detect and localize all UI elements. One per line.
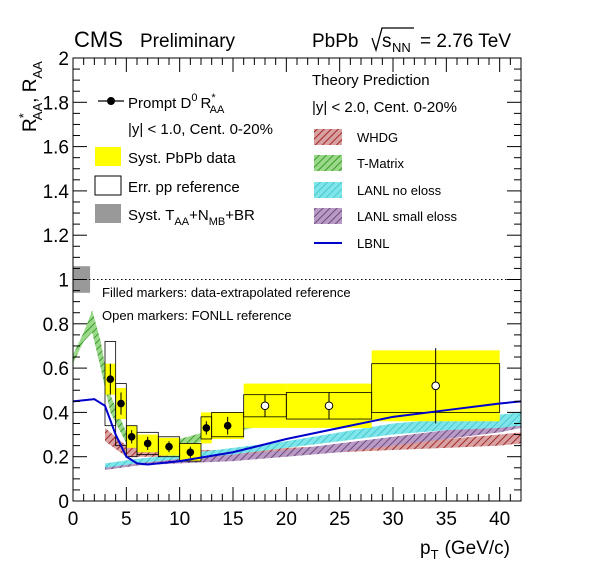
y-tick-label: 1.4 [43, 182, 70, 203]
x-tick-label: 10 [169, 509, 190, 530]
legend-whdg: WHDG [357, 130, 398, 145]
legend-left: Prompt D0 R* AA |y| < 1.0, Cent. 0-20% Sys… [94, 92, 273, 228]
collision-energy-label: PbPb s NN = 2.76 TeV [312, 27, 511, 55]
y-tick-label: 1.6 [43, 138, 69, 159]
x-axis-title: pT (GeV/c) [420, 538, 510, 562]
filled-data-point-5 [186, 448, 195, 457]
filled-data-point-4 [165, 442, 173, 451]
legend-syst-taa-swatch [95, 204, 121, 223]
x-tick-label: 35 [436, 509, 457, 530]
lanl-no-eloss-band [105, 412, 521, 468]
legend-right: Theory Prediction |y| < 2.0, Cent. 0-20%… [312, 72, 457, 251]
legend-err-pp: Err. pp reference [128, 179, 240, 196]
sqrt-s-subscript: NN [392, 40, 411, 55]
filled-data-point-7 [223, 421, 232, 430]
y-tick-label: 0 [58, 492, 69, 513]
y-tick-label: 0.4 [43, 403, 70, 424]
legend-tmatrix: T-Matrix [357, 156, 404, 171]
theory-lines [72, 398, 522, 466]
open-data-point-1 [324, 401, 334, 411]
theory-selection: |y| < 2.0, Cent. 0-20% [312, 99, 457, 116]
axes: 0 5 10 15 20 25 30 35 40 0 0.2 0.4 0.6 0.8 1 1.2 1.4 1.6 1… [43, 49, 522, 530]
preliminary-label: Preliminary [140, 31, 236, 52]
open-data-point-0 [260, 401, 270, 411]
legend-whdg-swatch [314, 129, 342, 145]
y-axis-title: R*AA, RAA [16, 61, 45, 132]
svg-text:R*AA, RAA: R*AA, RAA [16, 61, 45, 132]
legend-syst-taa: Syst. TAA+NMB+BR [128, 207, 255, 228]
y-title-r1: R [20, 118, 41, 132]
cms-label: CMS [74, 27, 123, 52]
data-points [106, 348, 440, 458]
y-title-sep: , R [20, 79, 41, 103]
legend-syst-pbpb: Syst. PbPb data [128, 150, 236, 167]
x-title-p: p [420, 538, 431, 559]
x-tick-label: 30 [382, 509, 403, 530]
legend-lbnl: LBNL [357, 236, 390, 251]
legend-prompt-label: Prompt D0 R* AA [128, 92, 225, 116]
filled-data-point-6 [202, 424, 211, 432]
y-title-sub1: AA [30, 103, 45, 121]
y-tick-label: 0.2 [43, 448, 69, 469]
pp-reference-box-7 [211, 411, 245, 438]
y-tick-label: 1.2 [43, 226, 69, 247]
legend-lanl-small-swatch [314, 208, 342, 224]
filled-data-point-1 [117, 399, 125, 408]
legend-prompt-d0: Prompt D0 R* AA [98, 92, 225, 116]
collision-system: PbPb [312, 31, 358, 52]
x-tick-label: 40 [489, 509, 510, 530]
pp-reference-box-5 [179, 443, 202, 462]
x-tick-label: 5 [121, 509, 132, 530]
legend-lanl-no-swatch [314, 182, 342, 198]
x-tick-label: 0 [68, 509, 79, 530]
y-title-star: * [16, 113, 31, 118]
y-tick-label: 1.8 [43, 93, 69, 114]
legend-data-selection: |y| < 1.0, Cent. 0-20% [128, 121, 273, 138]
x-title-sub: T [431, 547, 439, 562]
legend-lanl-no: LANL no eloss [357, 183, 442, 198]
x-tick-label: 15 [222, 509, 243, 530]
legend-tmatrix-swatch [314, 155, 342, 171]
x-tick-label: 20 [276, 509, 297, 530]
sqrt-sign [371, 27, 414, 53]
note-open-markers: Open markers: FONLL reference [102, 308, 292, 323]
note-filled-markers: Filled markers: data-extrapolated refere… [102, 285, 351, 300]
open-data-point-2 [431, 381, 440, 391]
y-tick-label: 1 [58, 271, 69, 292]
legend-err-pp-swatch [94, 175, 122, 196]
y-tick-label: 2 [58, 49, 69, 70]
filled-data-point-3 [143, 439, 152, 448]
sqrt-s-label: s [382, 31, 392, 52]
filled-data-point-2 [127, 432, 136, 441]
energy-label: = 2.76 TeV [420, 31, 511, 52]
y-tick-label: 0.8 [43, 315, 69, 336]
legend-marker-filled [107, 97, 115, 105]
y-title-sub2: AA [30, 61, 45, 79]
x-tick-label: 25 [329, 509, 350, 530]
theory-title: Theory Prediction [312, 72, 430, 89]
legend-lanl-small: LANL small eloss [357, 209, 457, 224]
y-tick-label: 0.6 [43, 359, 69, 380]
lbnl-curve [72, 398, 522, 466]
x-title-unit: (GeV/c) [445, 538, 510, 559]
legend-syst-pbpb-swatch [95, 147, 121, 166]
filled-data-point-0 [106, 375, 115, 383]
